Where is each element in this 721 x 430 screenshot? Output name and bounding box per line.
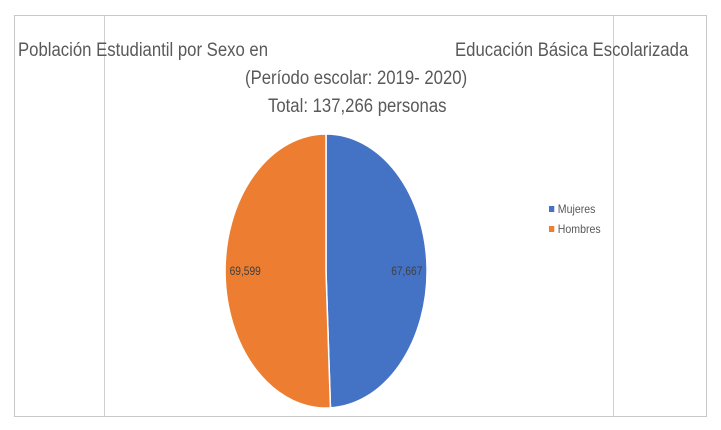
data-label-hombres: 69,599: [230, 265, 261, 278]
data-label-mujeres: 67,667: [391, 265, 422, 278]
chart-legend: Mujeres Hombres: [549, 199, 608, 239]
pie-slice-mujeres: [325, 133, 428, 409]
legend-swatch-hombres: [549, 226, 555, 232]
legend-swatch-mujeres: [549, 206, 555, 212]
legend-label-hombres: Hombres: [557, 222, 601, 236]
pie-slice-hombres: [224, 133, 332, 409]
legend-item-mujeres: Mujeres: [549, 199, 601, 219]
legend-item-hombres: Hombres: [549, 219, 601, 239]
chart-subtitle-total: Total: 137,266 personas: [268, 96, 447, 117]
chart-title-line1-left: Población Estudiantil por Sexo en: [18, 40, 269, 61]
plot-area-border: [104, 16, 614, 417]
pie-data-labels: 67,667 69,599: [230, 265, 423, 278]
pie-slices: [224, 133, 428, 409]
chart-title-line1-right: Educación Básica Escolarizada: [455, 40, 689, 61]
legend-label-mujeres: Mujeres: [557, 202, 596, 216]
chart-subtitle-period: (Período escolar: 2019- 2020): [245, 68, 468, 89]
